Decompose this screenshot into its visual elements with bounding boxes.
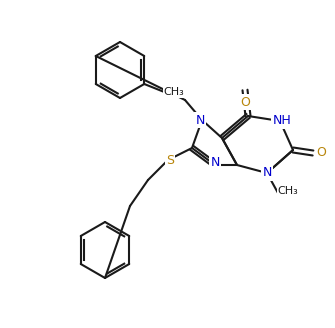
Text: O: O [316,147,326,159]
Text: S: S [166,154,174,167]
Text: CH₃: CH₃ [164,87,185,97]
Text: O: O [240,95,250,109]
Text: N: N [210,155,220,169]
Text: N: N [262,167,272,179]
Text: NH: NH [273,114,291,128]
Text: CH₃: CH₃ [278,186,298,196]
Text: N: N [195,113,205,127]
